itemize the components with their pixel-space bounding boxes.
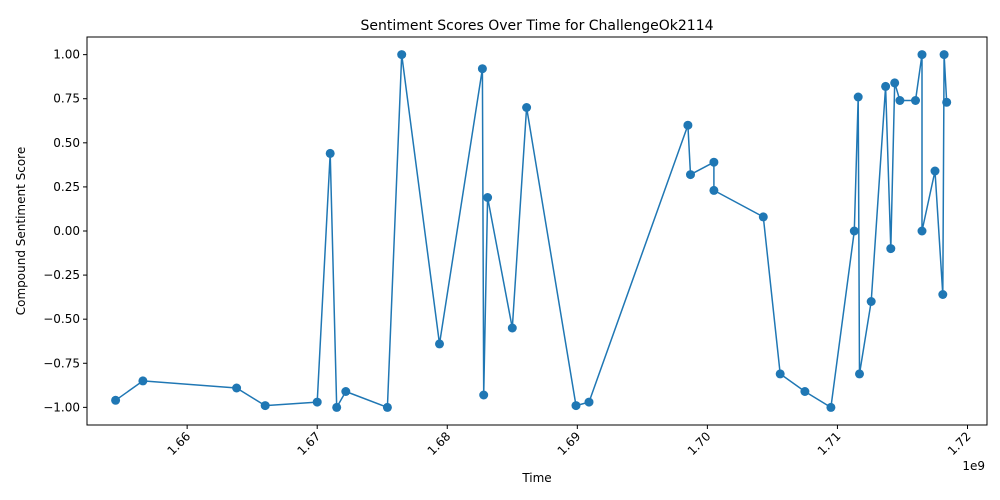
data-point bbox=[683, 120, 693, 130]
data-point bbox=[917, 226, 927, 236]
x-tick-label: 1.71 bbox=[815, 429, 844, 458]
data-point bbox=[479, 390, 489, 400]
data-point bbox=[435, 339, 444, 349]
x-axis-label: Time bbox=[521, 471, 551, 485]
data-point bbox=[332, 402, 342, 412]
data-point bbox=[325, 148, 335, 158]
data-point bbox=[341, 387, 351, 396]
y-tick-label: −0.25 bbox=[43, 268, 80, 282]
data-point bbox=[686, 170, 695, 180]
data-point bbox=[800, 387, 810, 396]
data-point bbox=[138, 376, 148, 386]
data-point bbox=[942, 97, 952, 107]
data-point bbox=[709, 185, 719, 195]
data-point bbox=[758, 212, 768, 222]
data-point bbox=[571, 401, 581, 411]
x-tick-label: 1.66 bbox=[164, 429, 193, 458]
data-point bbox=[895, 96, 905, 105]
y-tick-label: 0.75 bbox=[53, 92, 80, 106]
data-point bbox=[853, 92, 863, 102]
data-point bbox=[232, 383, 242, 393]
data-point bbox=[917, 50, 927, 60]
series-line bbox=[115, 53, 948, 409]
data-point bbox=[709, 157, 719, 167]
y-tick-label: 0.25 bbox=[53, 180, 80, 194]
data-point bbox=[260, 401, 270, 411]
data-point bbox=[507, 323, 517, 333]
y-tick-label: −1.00 bbox=[43, 400, 80, 414]
x-tick-label: 1.67 bbox=[295, 429, 324, 458]
data-point bbox=[881, 81, 891, 91]
x-axis: 1.66 1.67 1.68 1.69 1.70 1.71 1.72 bbox=[164, 425, 974, 458]
chart-title: Sentiment Scores Over Time for Challenge… bbox=[360, 18, 713, 34]
data-point bbox=[938, 290, 948, 299]
y-axis-label: Compound Sentiment Score bbox=[14, 147, 28, 315]
data-point bbox=[397, 50, 407, 60]
data-point bbox=[866, 297, 876, 306]
data-point bbox=[939, 50, 949, 60]
data-point bbox=[930, 166, 940, 176]
data-point bbox=[849, 226, 859, 236]
x-tick-label: 1.70 bbox=[685, 429, 714, 458]
y-axis: −1.00 −0.75 −0.50 −0.25 0.00 0.25 0.50 0.75 1.00 bbox=[43, 48, 87, 414]
data-point bbox=[890, 78, 900, 88]
data-point bbox=[775, 369, 785, 379]
data-point bbox=[911, 96, 920, 105]
data-point bbox=[855, 369, 864, 379]
data-point bbox=[312, 397, 322, 407]
y-tick-label: −0.75 bbox=[43, 356, 80, 370]
x-tick-label: 1.69 bbox=[555, 429, 584, 458]
y-tick-label: 0.00 bbox=[53, 224, 80, 238]
y-tick-label: −0.50 bbox=[43, 312, 80, 326]
data-point bbox=[477, 64, 487, 74]
data-point bbox=[584, 397, 594, 407]
data-point bbox=[111, 395, 121, 405]
data-point bbox=[483, 193, 493, 202]
x-axis-offset-label: 1e9 bbox=[962, 459, 985, 473]
series-layer bbox=[111, 50, 952, 412]
data-point bbox=[522, 103, 532, 112]
x-tick-label: 1.72 bbox=[945, 429, 974, 458]
x-tick-label: 1.68 bbox=[425, 429, 454, 458]
y-tick-label: 1.00 bbox=[53, 48, 80, 62]
data-point bbox=[382, 402, 392, 412]
y-tick-label: 0.50 bbox=[53, 136, 80, 150]
data-point bbox=[886, 244, 896, 254]
data-point bbox=[826, 402, 836, 412]
